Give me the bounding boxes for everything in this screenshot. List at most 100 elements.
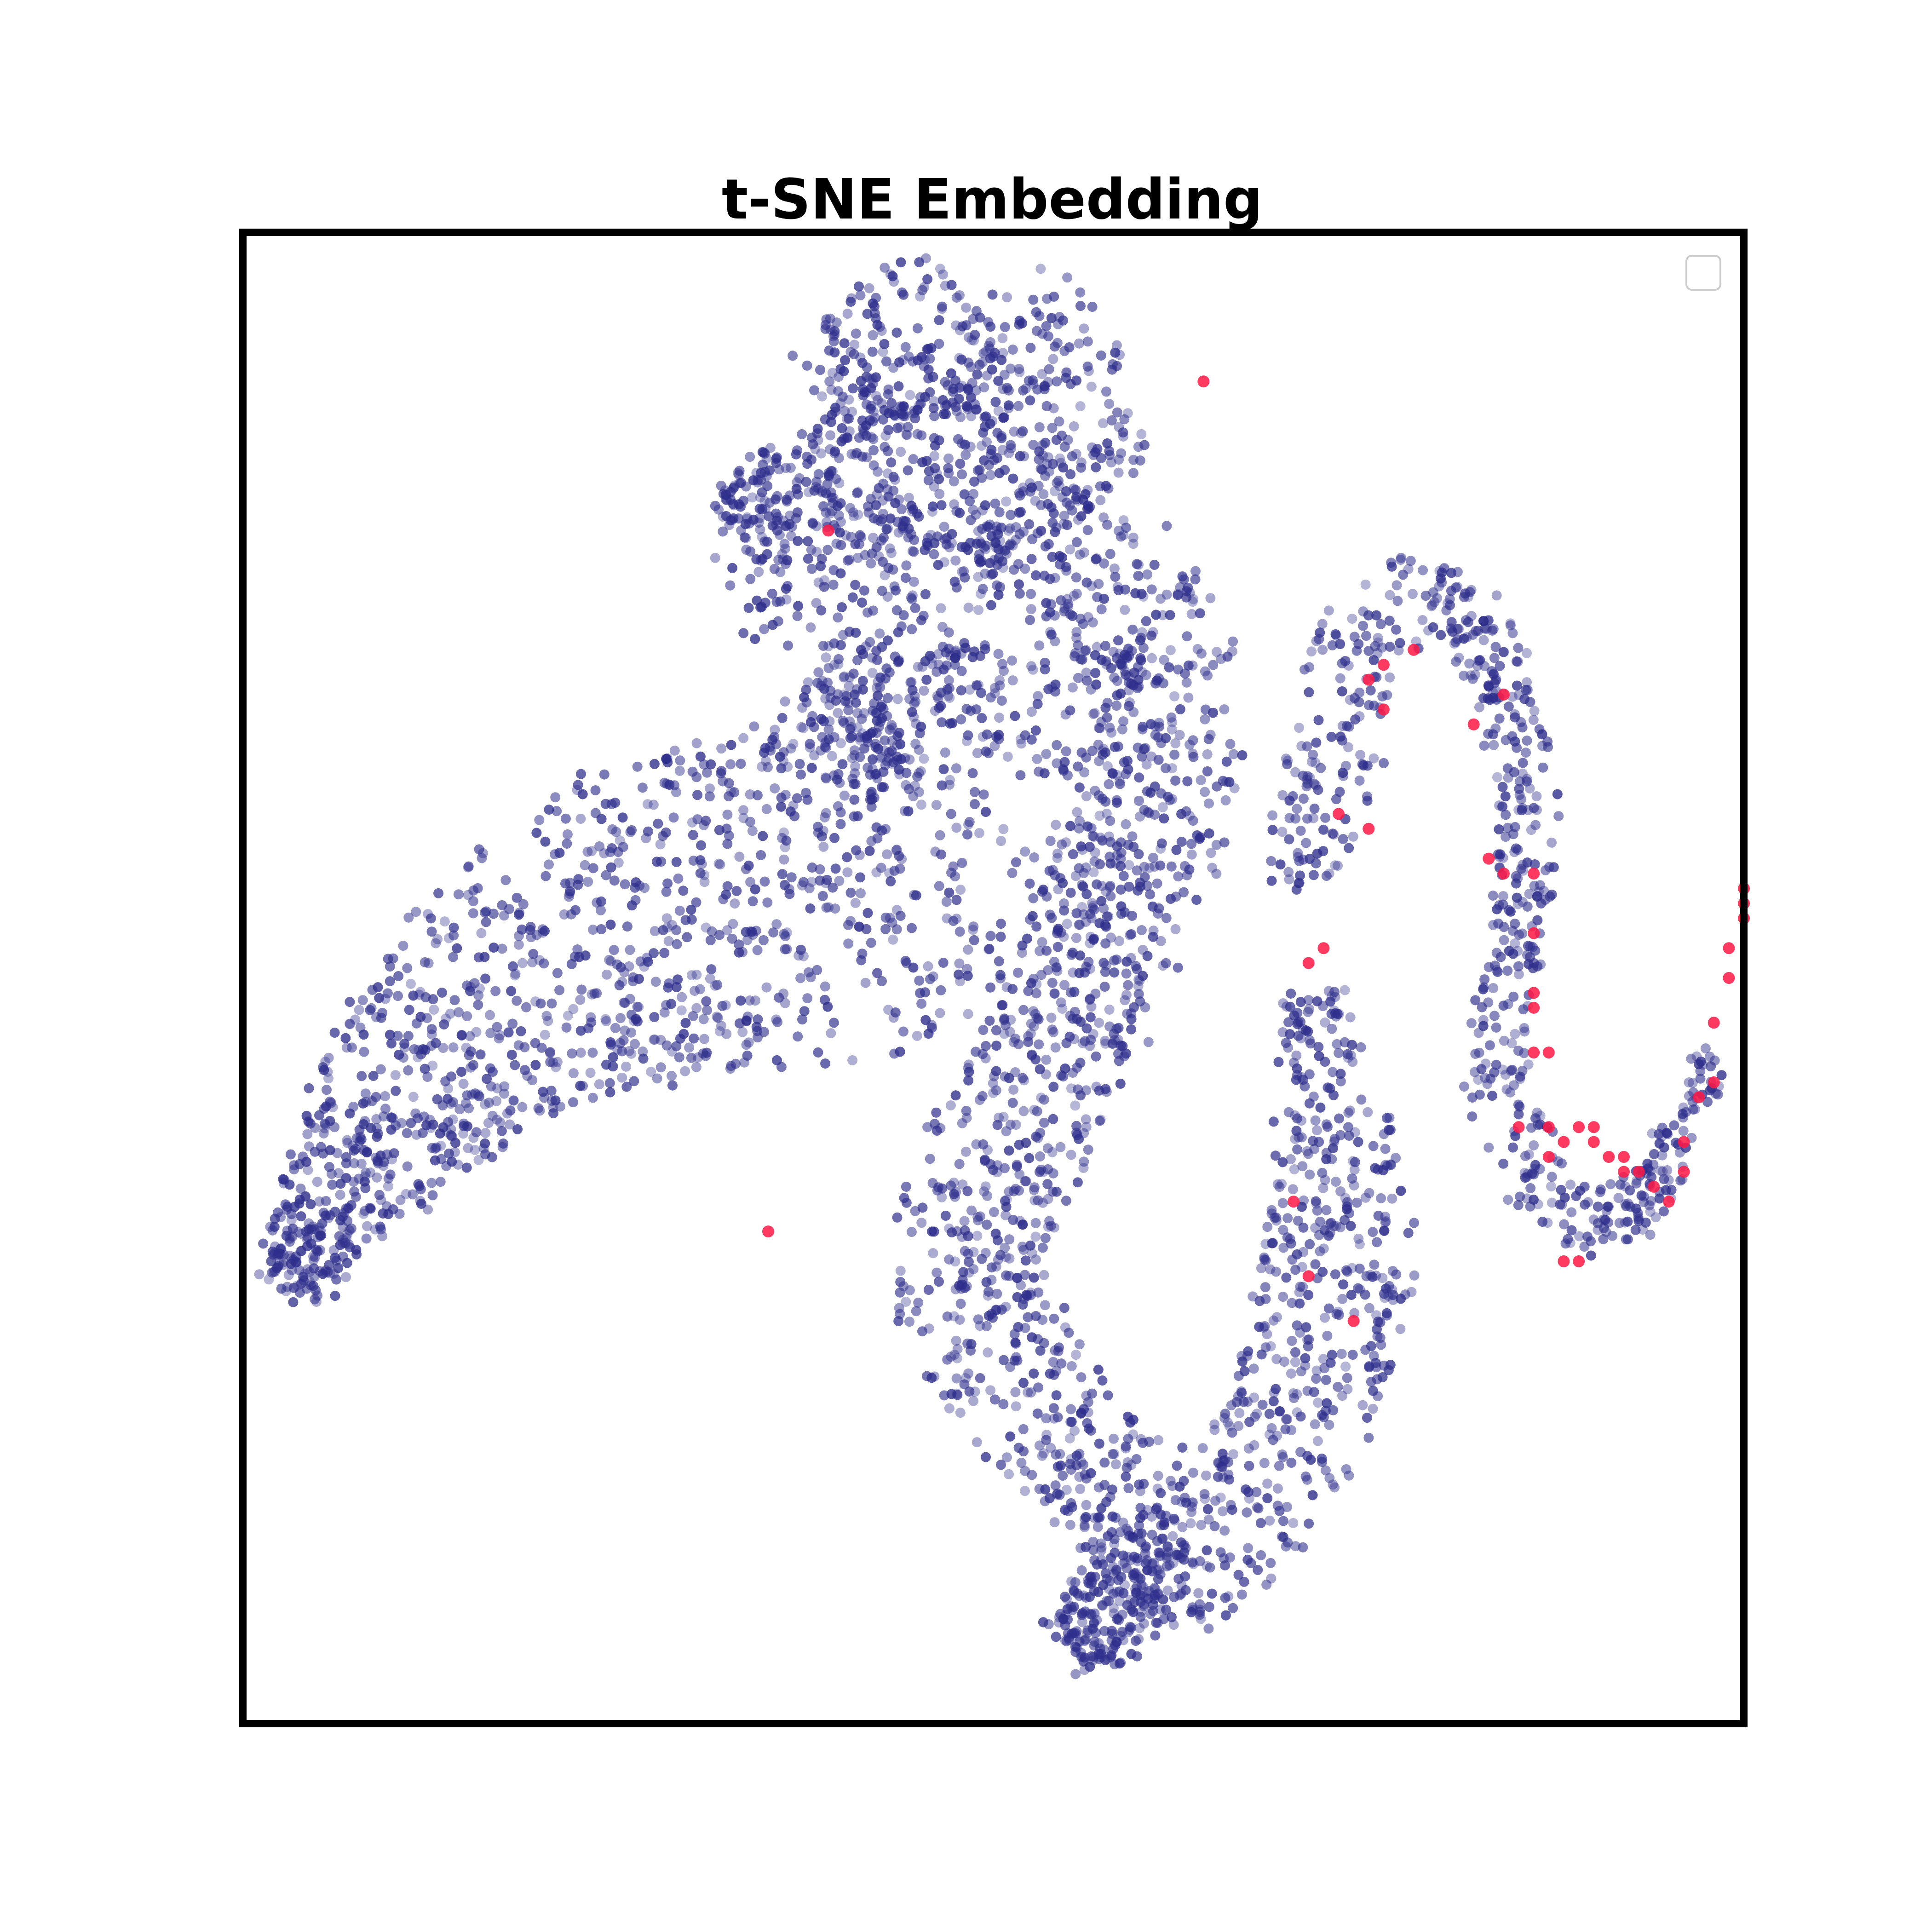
data-point xyxy=(1076,841,1087,852)
data-point xyxy=(485,1028,496,1038)
data-point xyxy=(1586,1236,1596,1247)
data-point xyxy=(1094,1018,1104,1028)
data-point xyxy=(426,1178,437,1188)
data-point xyxy=(358,1029,369,1040)
data-point xyxy=(1104,851,1115,862)
data-point xyxy=(934,474,944,484)
data-point xyxy=(1529,706,1540,716)
data-point xyxy=(612,1044,623,1055)
data-point xyxy=(916,799,926,810)
data-point xyxy=(939,522,949,532)
data-point xyxy=(1008,473,1018,484)
data-point xyxy=(373,982,383,993)
data-point xyxy=(1384,615,1395,626)
data-point xyxy=(885,543,895,554)
data-point xyxy=(1622,1216,1633,1227)
data-point xyxy=(974,465,985,475)
data-point xyxy=(1308,870,1319,880)
data-point xyxy=(1038,450,1048,460)
data-point xyxy=(1116,901,1127,912)
data-point xyxy=(419,1111,429,1122)
data-point xyxy=(1452,624,1463,634)
data-point xyxy=(816,605,827,615)
data-point xyxy=(674,1052,684,1063)
data-point xyxy=(1566,1225,1577,1236)
data-point xyxy=(1087,1388,1098,1399)
data-point xyxy=(1334,1048,1344,1058)
data-point xyxy=(1156,838,1167,849)
data-point xyxy=(1478,635,1489,645)
data-point xyxy=(1396,1186,1406,1196)
data-point xyxy=(950,1090,961,1101)
data-point xyxy=(330,1291,340,1301)
data-point xyxy=(456,1067,466,1077)
data-point xyxy=(734,851,745,862)
data-point xyxy=(821,903,832,913)
data-point xyxy=(824,376,835,387)
data-point xyxy=(575,813,586,824)
data-point xyxy=(1318,1243,1329,1254)
data-point xyxy=(897,854,907,864)
data-point xyxy=(1222,651,1233,662)
data-point xyxy=(898,1026,908,1037)
data-point xyxy=(460,1098,471,1109)
data-point xyxy=(912,1030,922,1041)
data-point xyxy=(1080,489,1091,500)
data-point xyxy=(1242,1554,1253,1565)
data-point xyxy=(1343,1122,1353,1133)
data-point xyxy=(1470,995,1481,1006)
data-point xyxy=(321,1210,331,1221)
data-point xyxy=(499,910,509,921)
data-point xyxy=(276,1243,287,1254)
data-point xyxy=(699,1034,710,1044)
data-point xyxy=(372,1132,382,1142)
data-point xyxy=(925,974,935,984)
data-point xyxy=(443,933,454,943)
data-point xyxy=(1607,1230,1618,1241)
data-point xyxy=(1335,731,1346,742)
data-point xyxy=(1323,605,1334,616)
data-point xyxy=(361,1233,372,1244)
data-point xyxy=(858,429,868,439)
data-point xyxy=(1096,1503,1107,1513)
data-point xyxy=(1208,707,1218,718)
data-point xyxy=(1308,749,1318,760)
data-point xyxy=(1085,501,1095,512)
data-point xyxy=(686,904,696,915)
data-point xyxy=(1001,1194,1012,1205)
data-point xyxy=(1264,1429,1275,1440)
data-point xyxy=(1093,790,1104,801)
data-point xyxy=(960,572,970,583)
data-point xyxy=(1076,457,1087,468)
data-point xyxy=(443,1083,454,1094)
data-point xyxy=(894,769,905,780)
data-point xyxy=(895,910,906,921)
data-point xyxy=(1262,1329,1272,1340)
data-point xyxy=(957,567,967,577)
data-point xyxy=(978,584,988,594)
data-point xyxy=(1333,1381,1343,1392)
data-point xyxy=(1045,836,1056,846)
data-point xyxy=(873,395,883,405)
data-point xyxy=(785,510,795,521)
data-point xyxy=(525,921,536,932)
data-point xyxy=(1066,1464,1076,1475)
data-point xyxy=(1036,970,1046,980)
data-point xyxy=(1050,1480,1061,1491)
data-point xyxy=(1100,1038,1111,1049)
data-point xyxy=(1129,1552,1139,1562)
data-point xyxy=(981,807,991,817)
data-point xyxy=(1074,782,1085,793)
data-point xyxy=(934,881,944,891)
data-point xyxy=(1253,1503,1264,1513)
data-point xyxy=(1115,1078,1126,1089)
data-point xyxy=(1428,622,1438,632)
data-point xyxy=(1530,1113,1541,1124)
data-point xyxy=(1041,401,1052,411)
data-point xyxy=(913,661,923,672)
data-point xyxy=(1138,971,1148,981)
data-point xyxy=(1294,878,1304,889)
data-point xyxy=(966,392,976,403)
data-point xyxy=(423,958,434,968)
data-point xyxy=(1024,1153,1035,1163)
